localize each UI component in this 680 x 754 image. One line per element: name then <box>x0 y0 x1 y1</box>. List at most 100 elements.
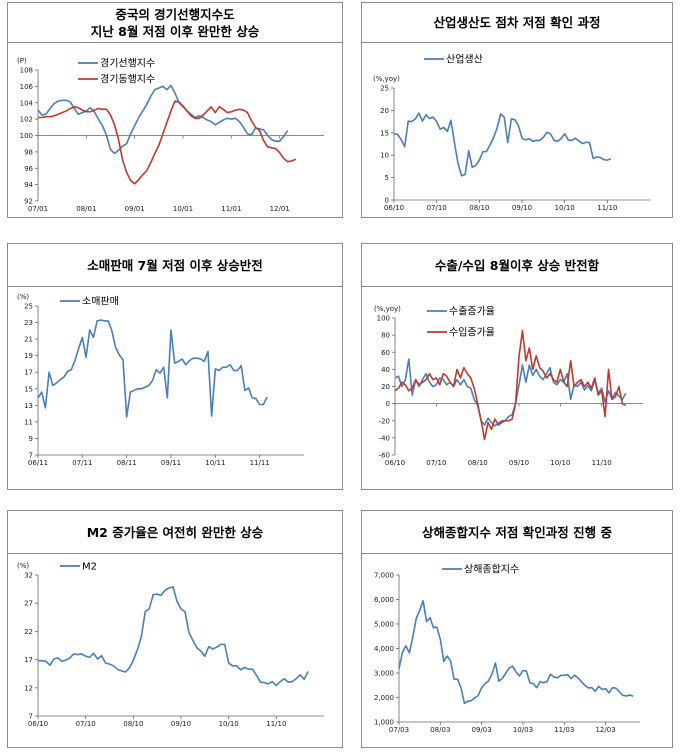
unit-label: (%,yoy) <box>374 305 401 313</box>
y-tick-label: 12 <box>24 684 33 692</box>
x-tick-label: 09/03 <box>472 726 492 734</box>
x-tick-label: 09/11 <box>161 459 181 467</box>
m2-chart: 7 12 17 22 27 32 06/10 07/10 08/10 09/10 10/10 11/1… <box>17 562 324 728</box>
title-line-1: 소매판매 7월 저점 이후 상승반전 <box>87 257 263 273</box>
x-tick-label: 10/03 <box>513 726 533 734</box>
chart-panel-m2: M2 증가율은 여전히 완만한 상승 7 12 17 22 27 32 06/10 07/10… <box>7 510 343 748</box>
y-tick-label: 17 <box>24 656 33 664</box>
chart-panel-shanghai-index: 상해종합지수 저점 확인과정 진행 중 1,000 2,000 3,000 4,000… <box>361 510 673 748</box>
x-tick-label: 08/10 <box>469 204 489 212</box>
y-tick-label: 25 <box>24 303 33 311</box>
y-tick-label: -60 <box>379 452 390 460</box>
series-line-1 <box>37 319 268 418</box>
y-tick-label: 15 <box>380 129 389 137</box>
x-tick-label: 10/11 <box>205 459 225 467</box>
y-tick-label: 20 <box>381 383 390 391</box>
panel-title: 산업생산도 점차 저점 확인 과정 <box>362 3 672 43</box>
y-tick-label: 60 <box>381 349 390 357</box>
y-tick-label: 0 <box>385 197 389 205</box>
x-tick-label: 12/03 <box>595 726 615 734</box>
title-line-2: 지난 8월 저점 이후 완만한 상승 <box>90 23 260 39</box>
y-tick-label: 5 <box>385 174 389 182</box>
x-tick-label: 06/10 <box>384 204 404 212</box>
y-tick-label: 22 <box>24 628 33 636</box>
x-tick-label: 07/11 <box>72 459 92 467</box>
y-tick-label: 94 <box>24 181 33 189</box>
panel-title: 소매판매 7월 저점 이후 상승반전 <box>8 244 342 287</box>
y-tick-label: 3,000 <box>374 670 394 678</box>
y-tick-label: 32 <box>24 572 33 580</box>
y-tick-label: 108 <box>20 67 33 75</box>
y-tick-label: 11 <box>24 418 33 426</box>
unit-label: (%,yoy) <box>373 75 400 83</box>
panel-title: M2 증가율은 여전히 완만한 상승 <box>8 511 342 554</box>
chart-panel-industrial-production: 산업생산도 점차 저점 확인 과정 0 5 10 15 20 25 06/10 07/10 08… <box>361 2 673 218</box>
x-tick-label: 11/01 <box>221 205 241 213</box>
export-import-chart: -60 -40 -20 0 20 40 60 80 100 06/10 07/10 08/10 09/1… <box>374 305 643 467</box>
y-tick-label: 40 <box>381 366 390 374</box>
y-tick-label: 98 <box>24 148 33 156</box>
x-tick-label: 07/10 <box>427 204 447 212</box>
y-tick-label: 25 <box>380 85 389 93</box>
x-tick-label: 10/10 <box>550 459 570 467</box>
y-tick-label: 100 <box>377 315 390 323</box>
series-line-1 <box>37 84 289 155</box>
series-line-1 <box>394 112 612 177</box>
legend-label: 상해종합지수 <box>464 563 519 576</box>
x-tick-label: 06/10 <box>28 720 48 728</box>
legend-label: 수입증가율 <box>449 326 495 339</box>
y-tick-label: -40 <box>379 434 390 442</box>
x-tick-label: 08/11 <box>117 459 137 467</box>
y-tick-label: 17 <box>24 369 33 377</box>
y-tick-label: 102 <box>20 116 33 124</box>
y-tick-label: 9 <box>29 435 33 443</box>
unit-label: (P) <box>17 57 27 65</box>
x-tick-label: 07/03 <box>389 726 409 734</box>
y-tick-label: 100 <box>20 132 33 140</box>
x-tick-label: 08/01 <box>76 205 96 213</box>
y-tick-label: 6,000 <box>374 596 394 604</box>
x-tick-label: 08/10 <box>468 459 488 467</box>
chart-panel-export-import: 수출/수입 8월이후 상승 반전함 -60 -40 -20 0 20 40 60 80 100 0… <box>361 243 673 490</box>
x-tick-label: 11/10 <box>597 204 617 212</box>
title-line-1: 상해종합지수 저점 확인과정 진행 중 <box>422 524 612 540</box>
y-tick-label: 7 <box>29 713 33 721</box>
x-tick-label: 09/10 <box>171 720 191 728</box>
legend-label: 경기동행지수 <box>100 73 155 86</box>
legend-label: 산업생산 <box>446 53 483 66</box>
y-tick-label: 19 <box>24 352 33 360</box>
y-tick-label: 10 <box>380 152 389 160</box>
y-tick-label: 1,000 <box>374 719 394 727</box>
y-tick-label: 13 <box>24 402 33 410</box>
y-tick-label: 5,000 <box>374 621 394 629</box>
x-tick-label: 09/01 <box>125 205 145 213</box>
panel-title: 수출/수입 8월이후 상승 반전함 <box>362 244 672 287</box>
x-tick-label: 10/10 <box>555 204 575 212</box>
legend-label: M2 <box>82 562 97 573</box>
y-tick-label: 7,000 <box>374 572 394 580</box>
x-tick-label: 10/10 <box>219 720 239 728</box>
x-tick-label: 11/10 <box>266 720 286 728</box>
x-tick-label: 11/03 <box>554 726 574 734</box>
series-line-2 <box>38 100 297 185</box>
leading-index-chart: 92 94 96 98 100 102 104 106 108 07/01 08/01 09/01 10… <box>17 57 324 213</box>
legend-label: 수출증가율 <box>449 306 495 318</box>
series-line-1 <box>398 599 634 705</box>
unit-label: (%) <box>17 562 29 570</box>
title-line-1: 산업생산도 점차 저점 확인 과정 <box>433 15 601 30</box>
legend-label: 소매판매 <box>82 296 119 308</box>
legend-label: 경기선행지수 <box>100 57 155 70</box>
y-tick-label: 104 <box>20 99 34 107</box>
y-tick-label: 96 <box>24 165 33 173</box>
x-tick-label: 07/10 <box>426 459 446 467</box>
y-tick-label: 15 <box>24 385 33 393</box>
x-tick-label: 06/11 <box>28 459 48 467</box>
y-tick-label: 21 <box>24 336 33 344</box>
y-tick-label: 0 <box>386 400 390 408</box>
x-tick-label: 11/10 <box>592 459 612 467</box>
x-tick-label: 08/10 <box>123 720 143 728</box>
x-tick-label: 07/01 <box>28 205 48 213</box>
industrial-production-chart: 0 5 10 15 20 25 06/10 07/10 08/10 09/10 10/10 11/10… <box>373 53 650 212</box>
y-tick-label: 23 <box>24 319 33 327</box>
title-line-1: M2 증가율은 여전히 완만한 상승 <box>86 524 264 540</box>
